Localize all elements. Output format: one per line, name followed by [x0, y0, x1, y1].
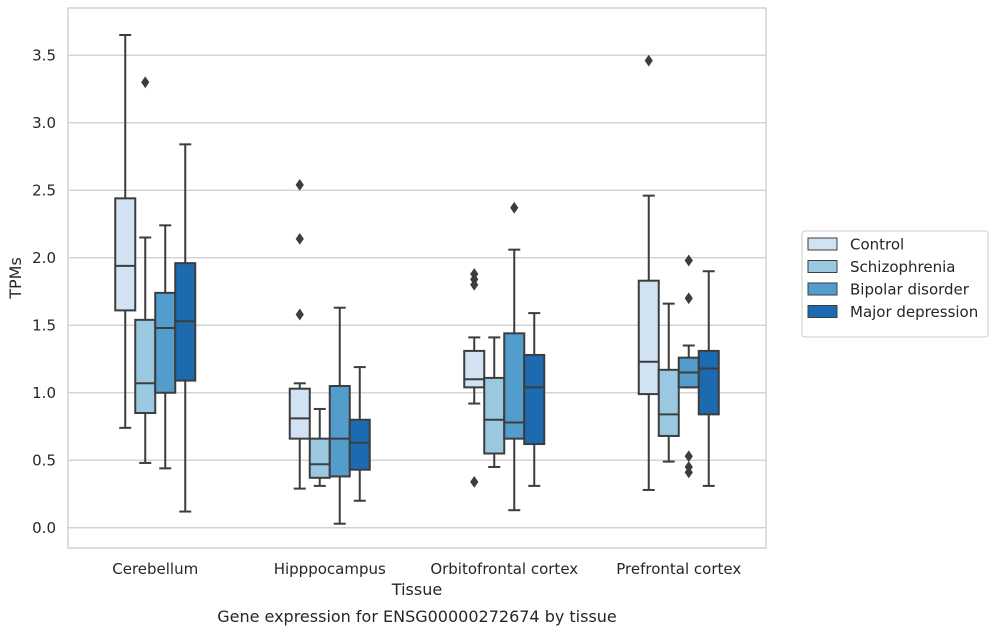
box-iqr	[154, 291, 177, 394]
box-iqr	[114, 197, 137, 312]
box-plot	[657, 302, 680, 463]
legend-frame	[801, 230, 989, 338]
outlier-point	[644, 54, 653, 67]
legend-item: Major depression	[807, 303, 978, 321]
outlier-point	[470, 475, 479, 488]
outlier-point	[684, 461, 693, 473]
outlier-point	[470, 268, 479, 280]
box-plot	[677, 254, 700, 479]
box-plot	[308, 407, 331, 487]
legend-swatch	[807, 237, 838, 251]
y-tick-label: 1.0	[32, 384, 56, 402]
y-axis-label: TPMs	[6, 257, 25, 300]
box-iqr	[483, 376, 506, 455]
y-gridlines	[68, 54, 766, 529]
box-iqr	[697, 349, 720, 416]
box-plot	[697, 270, 720, 487]
box-plot	[463, 268, 486, 488]
box-plot	[288, 178, 311, 490]
box-iqr	[657, 368, 680, 437]
box-iqr	[348, 418, 371, 471]
outlier-point	[295, 232, 304, 245]
legend-label: Bipolar disorder	[850, 281, 970, 299]
outlier-point	[684, 450, 693, 463]
box-iqr	[328, 385, 351, 478]
outlier-point	[684, 254, 693, 267]
box-iqr	[463, 349, 486, 389]
outlier-point	[141, 76, 150, 89]
x-axis-ticks: Cerebellum Hipppocampus Orbitofrontal cort…	[112, 560, 741, 578]
box-iqr	[308, 437, 331, 479]
box-plot-groups	[114, 34, 720, 525]
box-iqr	[523, 353, 546, 446]
box-iqr	[134, 318, 157, 415]
box-plot	[523, 312, 546, 487]
box-plot	[174, 143, 197, 513]
box-plot	[328, 306, 351, 525]
y-tick-label: 3.5	[32, 46, 56, 64]
y-tick-label: 3.0	[32, 114, 56, 132]
box-plot	[114, 34, 137, 429]
box-plot	[154, 224, 177, 470]
y-axis-ticks: 0.0 0.5 1.0 1.5 2.0 2.5 3.0 3.5	[32, 46, 56, 537]
y-tick-label: 2.5	[32, 181, 56, 199]
legend-label: Major depression	[850, 303, 978, 321]
box-plot	[483, 336, 506, 468]
x-tick-label: Prefrontal cortex	[616, 560, 741, 578]
legend-item: Schizophrenia	[807, 258, 955, 276]
x-tick-label: Cerebellum	[112, 560, 198, 578]
outlier-point	[684, 292, 693, 305]
category-group	[463, 201, 546, 512]
legend-item: Control	[807, 236, 904, 254]
legend-swatch	[807, 282, 838, 296]
category-group	[637, 54, 720, 491]
y-tick-label: 1.5	[32, 316, 56, 334]
box-plot	[503, 201, 526, 512]
y-tick-label: 0.0	[32, 519, 56, 537]
y-tick-label: 0.5	[32, 451, 56, 469]
category-group	[288, 178, 371, 525]
y-tick-label: 2.0	[32, 249, 56, 267]
x-tick-label: Hipppocampus	[274, 560, 386, 578]
legend-item: Bipolar disorder	[807, 281, 970, 299]
legend-label: Control	[850, 236, 904, 254]
legend-swatch	[807, 305, 838, 318]
x-tick-label: Orbitofrontal cortex	[430, 560, 578, 578]
legend-swatch	[807, 260, 838, 273]
category-group	[114, 34, 197, 513]
box-plot	[134, 76, 157, 464]
box-iqr	[288, 387, 311, 440]
box-plot	[348, 366, 371, 502]
box-plot	[637, 54, 660, 491]
outlier-point	[295, 308, 304, 321]
legend-label: Schizophrenia	[850, 258, 955, 276]
box-iqr	[637, 279, 660, 396]
plot-area-frame	[67, 7, 767, 549]
outlier-point	[295, 178, 304, 191]
chart-legend: Control Schizophrenia Bipolar disorder Majo…	[801, 230, 989, 338]
outlier-point	[510, 201, 519, 214]
chart-caption: Gene expression for ENSG00000272674 by t…	[217, 607, 617, 626]
x-axis-label: Tissue	[391, 580, 442, 599]
